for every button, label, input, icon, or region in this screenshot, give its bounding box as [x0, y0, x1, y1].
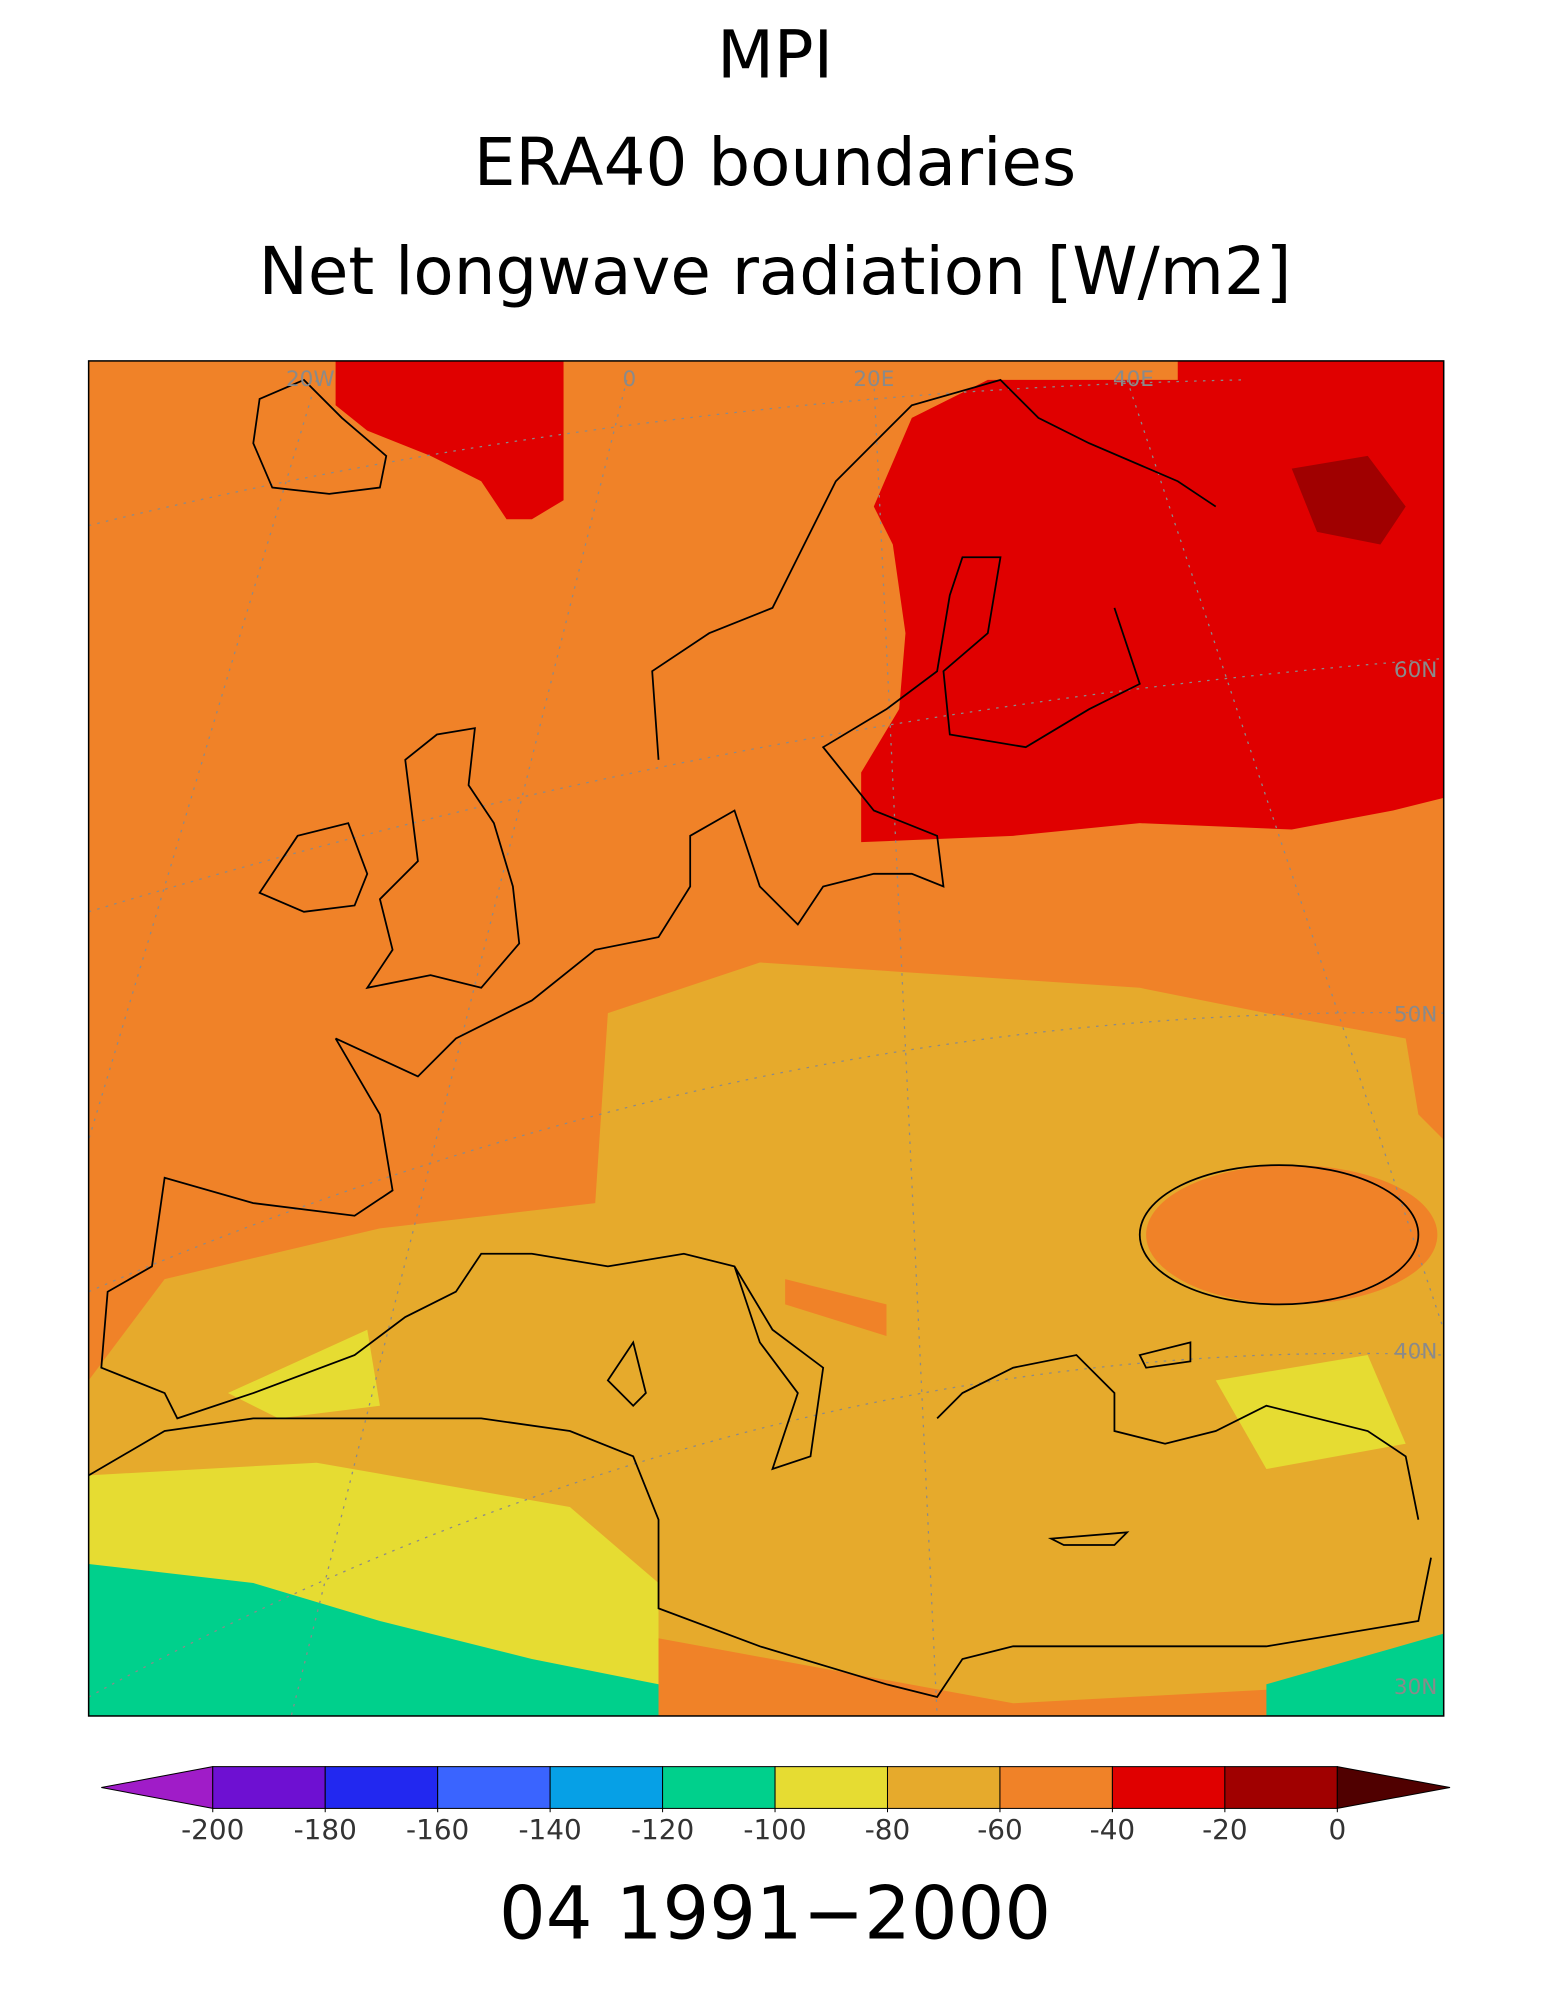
title-line: ERA40 boundaries [474, 124, 1076, 201]
lat-label: 50N [1394, 1003, 1437, 1028]
field-yellow [1215, 1355, 1406, 1470]
field-green [1266, 1633, 1444, 1716]
colorbar-label: -180 [294, 1813, 357, 1846]
colorbar-box [774, 1766, 888, 1809]
colorbar-box [999, 1766, 1113, 1809]
colorbar-label: -140 [519, 1813, 582, 1846]
field-darkred [1291, 455, 1406, 545]
field-green [88, 1564, 659, 1716]
colorbar-label: -160 [406, 1813, 469, 1846]
colorbar-box [437, 1766, 551, 1809]
colorbar-box [549, 1766, 664, 1809]
colorbar-label: -200 [181, 1813, 244, 1846]
colorbar-box [324, 1766, 439, 1809]
map: 20W 0 20E 40E 60N 50N 40N 30N [87, 360, 1445, 1717]
colorbar-over [1336, 1766, 1451, 1810]
colorbar-label: -60 [977, 1813, 1023, 1846]
colorbar: -200 -180 -160 -140 -120 -100 -80 -60 -40 -20 0 [101, 1766, 1451, 1846]
lat-label: 40N [1394, 1340, 1437, 1365]
grid-labels: 20W 0 20E 40E 60N 50N 40N 30N [286, 367, 1437, 1700]
colorbar-box [1224, 1766, 1338, 1809]
colorbar-label: -20 [1202, 1813, 1248, 1846]
field-blacksea [1146, 1165, 1438, 1305]
colorbar-under [101, 1766, 214, 1810]
map-frame [87, 360, 1445, 1717]
lon-label: 40E [1113, 367, 1154, 392]
colorbar-box [886, 1766, 1001, 1809]
graticule [88, 379, 1445, 1717]
colorbar-label: -100 [743, 1813, 806, 1846]
colorbar-label: -40 [1090, 1813, 1136, 1846]
colorbar-label: -120 [631, 1813, 694, 1846]
colorbar-box [662, 1766, 776, 1809]
lat-label: 30N [1394, 1675, 1437, 1700]
footer: 04 1991−2000 [499, 1872, 1051, 1957]
colorbar-box [212, 1766, 326, 1809]
map-field [88, 360, 1444, 1716]
colorbar-box [1111, 1766, 1226, 1809]
lon-label: 20W [286, 367, 335, 392]
field-red [335, 360, 564, 520]
colorbar-label: -80 [865, 1813, 911, 1846]
lat-label: 60N [1394, 658, 1437, 683]
field-orange [785, 1279, 887, 1337]
title-line: Net longwave radiation [W/m2] [259, 233, 1292, 310]
title-line: MPI [717, 17, 833, 94]
lon-label: 0 [623, 367, 637, 392]
titles: MPI ERA40 boundaries Net longwave radiatio… [259, 17, 1292, 311]
lon-label: 20E [853, 367, 894, 392]
figure-body: MPI ERA40 boundaries Net longwave radiatio… [87, 17, 1451, 1957]
coastlines [88, 378, 1432, 1698]
colorbar-label: 0 [1328, 1813, 1346, 1846]
